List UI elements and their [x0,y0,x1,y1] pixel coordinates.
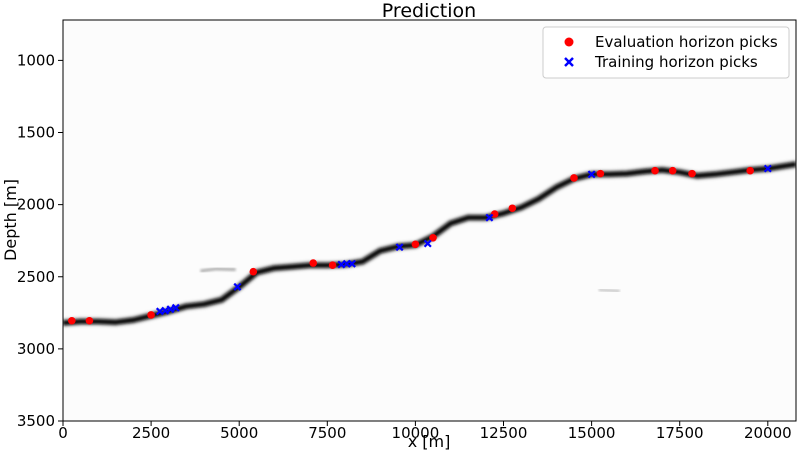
training-pick-point [587,170,596,179]
y-tick-label: 3500 [17,412,55,430]
y-tick-label: 3000 [17,340,55,358]
evaluation-pick-point [309,259,318,267]
training-pick-point [171,303,180,312]
evaluation-pick-point [85,316,94,325]
x-tick-label: 10000 [392,424,440,442]
y-axis-label: Depth [m] [1,179,20,261]
x-tick-label: 12500 [480,424,528,442]
legend-marker-evaluation [564,37,574,47]
y-tick-label: 2000 [17,196,55,214]
evaluation-pick-point [508,204,517,213]
x-axis-label: x [m] [408,432,451,451]
markers-layer [68,164,772,325]
y-axis: 1000 1500 2000 2500 3000 3500 [17,51,63,430]
evaluation-pick-point [746,166,754,175]
evaluation-pick-point [668,166,677,175]
plot-background [63,20,796,421]
plot-frame [62,19,797,422]
x-axis: 0 2500 5000 7500 10000 12500 15000 17500 20000 [58,421,792,442]
evaluation-pick-point [68,316,76,325]
x-tick-label: 17500 [656,424,704,442]
evaluation-pick-point [570,174,578,182]
training-pick-point [233,282,242,291]
evaluation-pick-point [429,234,437,242]
y-tick-label: 1000 [17,51,55,69]
training-pick-point [423,239,432,248]
training-pick-point [485,213,494,222]
horizon-band [63,161,796,326]
chart-title: Prediction [382,0,476,22]
horizon-artifact [598,288,620,293]
horizon-layer [63,159,796,328]
evaluation-pick-point [651,166,659,175]
evaluation-pick-point [249,267,258,276]
x-tick-label: 0 [58,424,68,442]
x-tick-label: 20000 [744,424,792,442]
training-pick-point [395,243,404,252]
y-tick-label: 1500 [17,124,55,142]
evaluation-pick-point [490,210,499,218]
training-pick-point [763,164,772,173]
plot-area [62,19,797,422]
y-tick-label: 2500 [17,268,55,286]
legend-marker-training [564,57,574,67]
evaluation-pick-point [596,169,605,178]
evaluation-pick-point [328,261,337,270]
training-pick-point [347,259,356,268]
horizon-artifact [200,267,236,273]
evaluation-pick-point [688,169,696,178]
legend-label-evaluation: Evaluation horizon picks [595,33,778,51]
training-pick-point [161,306,170,315]
training-pick-point [166,305,175,314]
x-tick-label: 2500 [132,424,170,442]
x-tick-label: 5000 [220,424,258,442]
evaluation-pick-point [147,311,155,319]
legend: Evaluation horizon picks Training horizo… [542,26,790,79]
legend-label-training: Training horizon picks [594,53,758,71]
evaluation-pick-point [411,240,420,249]
legend-box [542,26,790,79]
x-tick-label: 15000 [568,424,616,442]
x-tick-label: 7500 [308,424,346,442]
